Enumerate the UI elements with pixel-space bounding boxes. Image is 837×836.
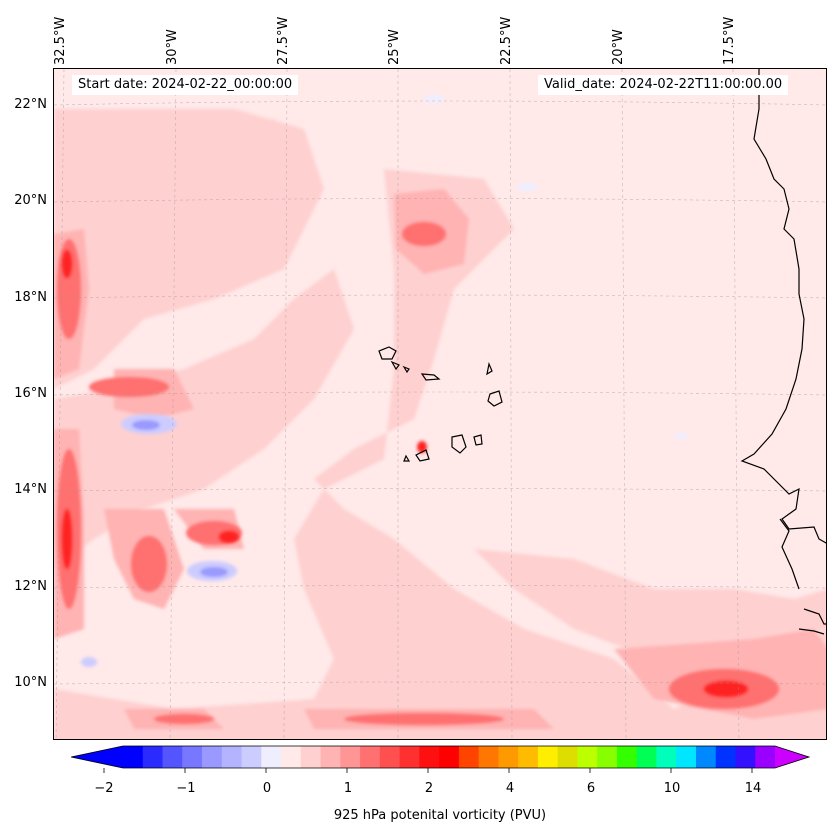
colorbar-segment: [695, 746, 717, 768]
colorbar-segment: [142, 746, 164, 768]
colorbar-segment: [123, 746, 144, 768]
colorbar-segment: [498, 746, 519, 768]
lon-label-17-5w: 17.5°W: [722, 16, 737, 65]
colorbar-segment: [340, 746, 361, 768]
map-panel[interactable]: [53, 68, 827, 740]
colorbar-segment: [162, 746, 183, 768]
colorbar-under-arrow: [71, 746, 123, 768]
coastline: [740, 69, 826, 635]
lat-label-16n: 16°N: [14, 386, 47, 401]
start-date-label: Start date: 2024-02-22_00:00:00: [72, 75, 299, 95]
lat-label-10n: 10°N: [14, 675, 47, 690]
colorbar-segment: [518, 746, 539, 768]
pv-contour-negative: [81, 95, 688, 667]
lon-label-25w: 25°W: [387, 29, 402, 65]
colorbar-over-arrow: [775, 746, 809, 768]
lat-label-20n: 20°N: [14, 193, 47, 208]
colorbar-segment: [636, 746, 657, 768]
colorbar: [71, 745, 811, 773]
colorbar-segment: [715, 746, 736, 768]
colorbar-tick: −1: [176, 781, 196, 796]
colorbar-outline: [71, 745, 811, 769]
graticule: [54, 69, 826, 739]
lon-label-27-5w: 27.5°W: [276, 16, 291, 65]
colorbar-segment: [379, 746, 401, 768]
colorbar-segment: [557, 746, 578, 768]
colorbar-segment: [261, 746, 282, 768]
colorbar-segment: [676, 746, 697, 768]
colorbar-segment: [419, 746, 440, 768]
lat-label-14n: 14°N: [14, 482, 47, 497]
colorbar-tick: 14: [744, 781, 762, 796]
colorbar-segment: [656, 746, 677, 768]
colorbar-segment: [221, 746, 243, 768]
colorbar-segment: [458, 746, 480, 768]
colorbar-label: 925 hPa potenital vorticity (PVU): [333, 808, 547, 823]
colorbar-segment: [755, 746, 776, 768]
pv-contour-core: [62, 250, 748, 697]
colorbar-tick: 10: [663, 781, 681, 796]
colorbar-segment: [300, 746, 322, 768]
colorbar-segment: [735, 746, 756, 768]
lon-label-20w: 20°W: [611, 29, 626, 65]
colorbar-segment: [399, 746, 420, 768]
map-canvas: [54, 69, 826, 739]
lon-label-22-5w: 22.5°W: [499, 16, 514, 65]
colorbar-segment: [182, 746, 203, 768]
colorbar-segment: [439, 746, 460, 768]
lat-label-12n: 12°N: [14, 579, 47, 594]
colorbar-segment: [616, 746, 638, 768]
colorbar-segment: [202, 746, 223, 768]
colorbar-segment: [360, 746, 381, 768]
colorbar-segment: [241, 746, 262, 768]
lon-label-30w: 30°W: [165, 29, 180, 65]
islands: [378, 346, 503, 462]
colorbar-tick: 2: [424, 781, 434, 796]
colorbar-segment: [320, 746, 341, 768]
lat-label-22n: 22°N: [14, 97, 47, 112]
lon-label-32-5w: 32.5°W: [53, 16, 68, 65]
colorbar-segment: [537, 746, 559, 768]
colorbar-tick: 6: [586, 781, 596, 796]
colorbar-segment: [577, 746, 598, 768]
valid-date-label: Valid_date: 2024-02-22T11:00:00.00: [538, 75, 789, 95]
colorbar-segment: [478, 746, 499, 768]
colorbar-tick: −2: [94, 781, 114, 796]
lat-label-18n: 18°N: [14, 290, 47, 305]
colorbar-segment: [281, 746, 302, 768]
colorbar-tick: 4: [505, 781, 515, 796]
colorbar-tick: 0: [262, 781, 272, 796]
colorbar-tick: 1: [343, 781, 353, 796]
colorbar-segment: [597, 746, 618, 768]
